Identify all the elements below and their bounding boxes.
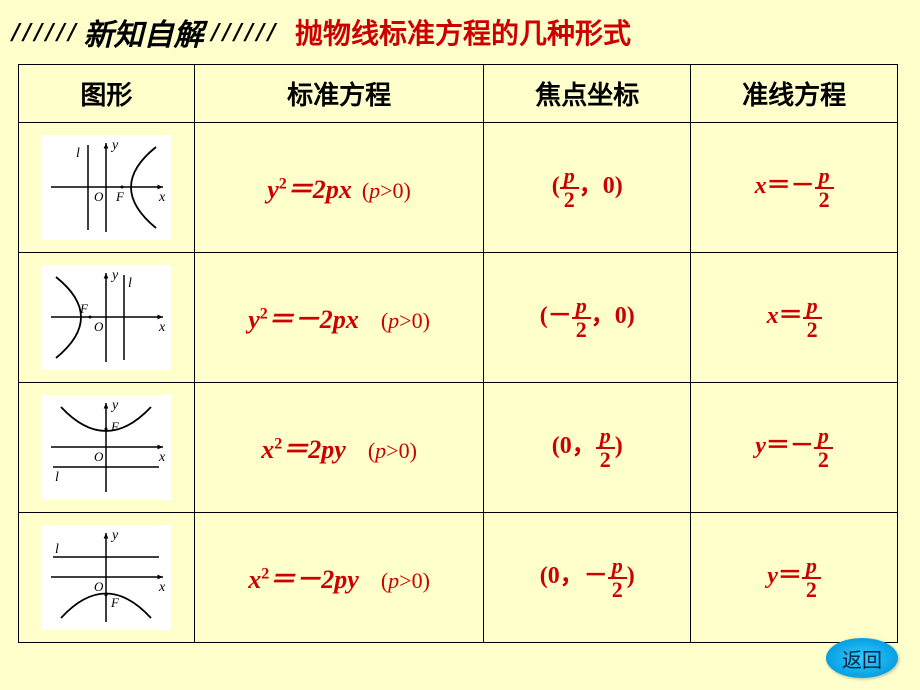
focus-cell: (0，p2)	[484, 383, 691, 513]
focus-cell: (－p2，0)	[484, 253, 691, 383]
return-label: 返回	[842, 644, 882, 673]
directrix-cell: y＝－p2	[691, 383, 898, 513]
svg-text:x: x	[158, 190, 166, 205]
graph-cell: x y Ol F	[19, 253, 195, 383]
parabola-graph: x y Ol F	[41, 525, 171, 630]
col-directrix: 准线方程	[691, 65, 898, 123]
svg-text:l: l	[55, 542, 59, 557]
svg-text:F: F	[110, 595, 120, 610]
col-equation: 标准方程	[194, 65, 484, 123]
equation-cell: y2＝2px (p>0)	[194, 123, 484, 253]
parabola-graph: x y Ol F	[41, 395, 171, 500]
hatch-right: //////	[209, 20, 276, 45]
svg-text:x: x	[158, 320, 166, 335]
table-row: x y Ol F y2＝－2px (p>0) (－p2，0) x＝p2	[19, 253, 898, 383]
graph-cell: x y Ol F	[19, 123, 195, 253]
svg-text:F: F	[79, 301, 89, 316]
page-title: 抛物线标准方程的几种形式	[295, 12, 631, 52]
svg-text:y: y	[110, 398, 119, 413]
table-row: x y Ol F x2＝－2py (p>0) (0，－p2) y＝p2	[19, 513, 898, 643]
parabola-graph: x y Ol F	[41, 135, 171, 240]
svg-text:F: F	[115, 189, 125, 204]
table-row: x y Ol F y2＝2px (p>0) (p2，0) x＝－p2	[19, 123, 898, 253]
svg-text:O: O	[94, 449, 104, 464]
return-button[interactable]: 返回	[826, 638, 898, 678]
equation-cell: x2＝－2py (p>0)	[194, 513, 484, 643]
parabola-graph: x y Ol F	[41, 265, 171, 370]
directrix-cell: y＝p2	[691, 513, 898, 643]
svg-text:y: y	[110, 528, 119, 543]
parabola-table: 图形 标准方程 焦点坐标 准线方程 x y Ol F y2＝2px (p>0) (p2…	[18, 64, 898, 643]
svg-text:x: x	[158, 580, 166, 595]
svg-text:F: F	[110, 419, 120, 434]
subtitle: 新知自解	[83, 10, 203, 54]
hatch-left: //////	[10, 20, 77, 45]
svg-text:y: y	[110, 268, 119, 283]
svg-text:x: x	[158, 450, 166, 465]
col-focus: 焦点坐标	[484, 65, 691, 123]
svg-text:O: O	[94, 189, 104, 204]
focus-cell: (p2，0)	[484, 123, 691, 253]
svg-text:O: O	[94, 319, 104, 334]
table-row: x y Ol F x2＝2py (p>0) (0，p2) y＝－p2	[19, 383, 898, 513]
equation-cell: y2＝－2px (p>0)	[194, 253, 484, 383]
svg-text:O: O	[94, 579, 104, 594]
svg-text:l: l	[76, 146, 80, 161]
directrix-cell: x＝p2	[691, 253, 898, 383]
header: ////// 新知自解 ////// 抛物线标准方程的几种形式	[0, 0, 920, 58]
graph-cell: x y Ol F	[19, 383, 195, 513]
equation-cell: x2＝2py (p>0)	[194, 383, 484, 513]
svg-text:l: l	[55, 470, 59, 485]
focus-cell: (0，－p2)	[484, 513, 691, 643]
svg-text:l: l	[128, 276, 132, 291]
col-graph: 图形	[19, 65, 195, 123]
graph-cell: x y Ol F	[19, 513, 195, 643]
directrix-cell: x＝－p2	[691, 123, 898, 253]
svg-text:y: y	[110, 138, 119, 153]
